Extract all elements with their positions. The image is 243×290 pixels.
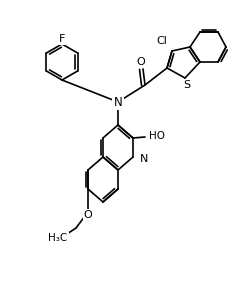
Text: H₃C: H₃C — [48, 233, 68, 243]
Text: N: N — [140, 154, 148, 164]
Text: N: N — [114, 95, 122, 108]
Text: Cl: Cl — [156, 36, 167, 46]
Text: O: O — [84, 210, 92, 220]
Text: O: O — [137, 57, 145, 67]
Text: S: S — [183, 80, 191, 90]
Text: F: F — [59, 34, 65, 44]
Text: HO: HO — [149, 131, 165, 141]
